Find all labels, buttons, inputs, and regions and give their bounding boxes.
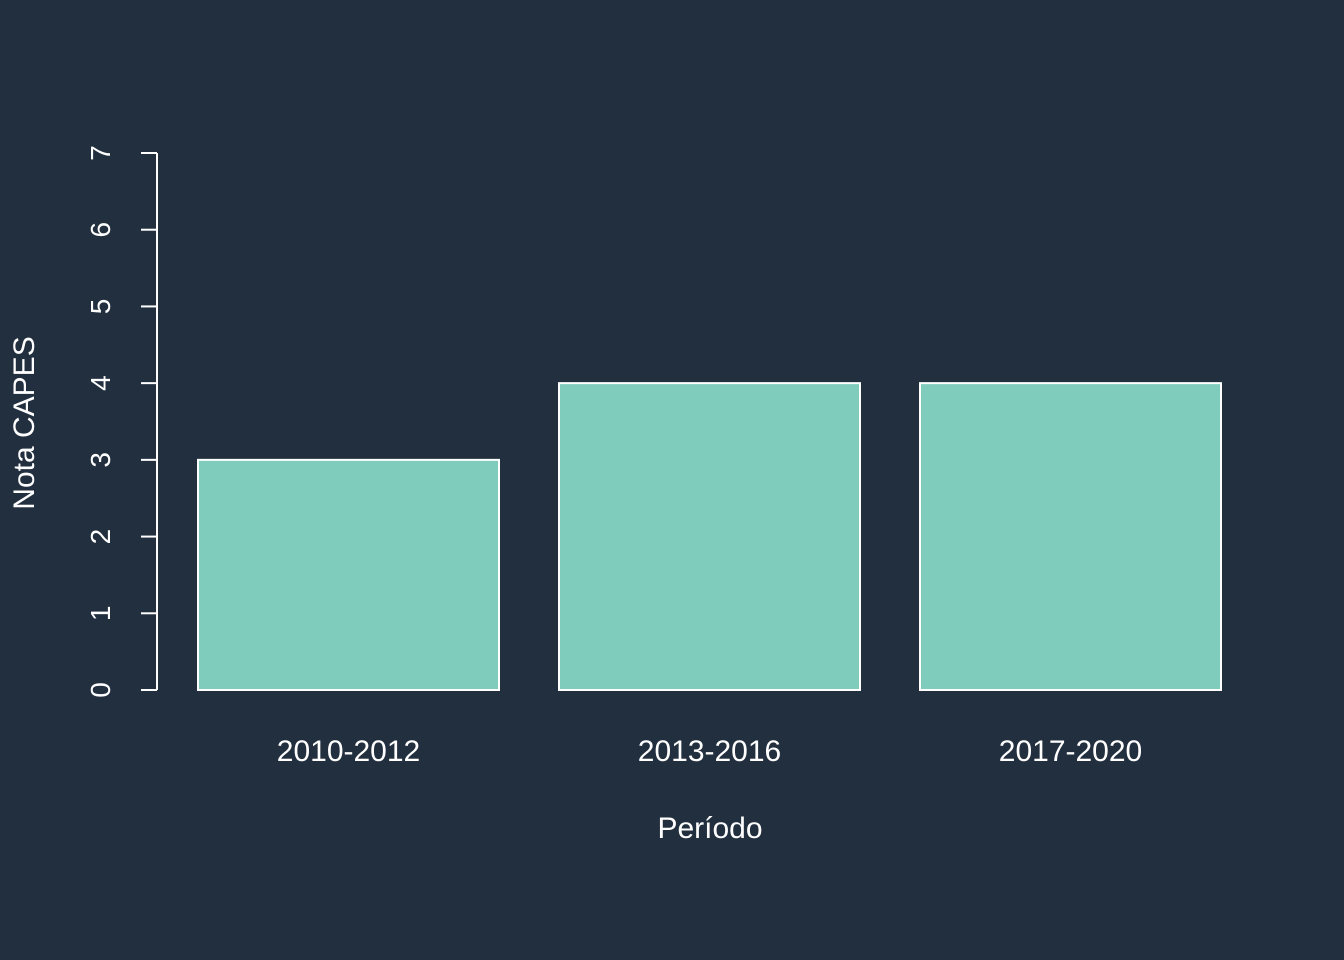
x-tick-label: 2010-2012: [277, 735, 420, 768]
y-tick-label: 2: [85, 529, 116, 545]
y-tick-label: 6: [85, 222, 116, 238]
y-tick-label: 1: [85, 605, 116, 621]
y-tick-label: 3: [85, 452, 116, 468]
x-axis-label: Período: [657, 812, 762, 845]
y-tick-label: 7: [85, 145, 116, 161]
bars-group: [197, 382, 1222, 691]
x-tick-label: 2013-2016: [638, 735, 781, 768]
bar-2017-2020: [919, 382, 1222, 691]
y-tick-label: 5: [85, 299, 116, 315]
x-tick-label: 2017-2020: [999, 735, 1142, 768]
y-axis-label: Nota CAPES: [8, 336, 41, 509]
x-tick-labels: 2010-2012 2013-2016 2017-2020: [277, 735, 1142, 768]
y-tick-label: 0: [85, 682, 116, 698]
y-tick-label: 4: [85, 375, 116, 391]
bar-2010-2012: [197, 458, 500, 691]
y-axis: 0 1 2 3 4 5 6 7: [85, 145, 158, 698]
bar-2013-2016: [558, 382, 861, 691]
